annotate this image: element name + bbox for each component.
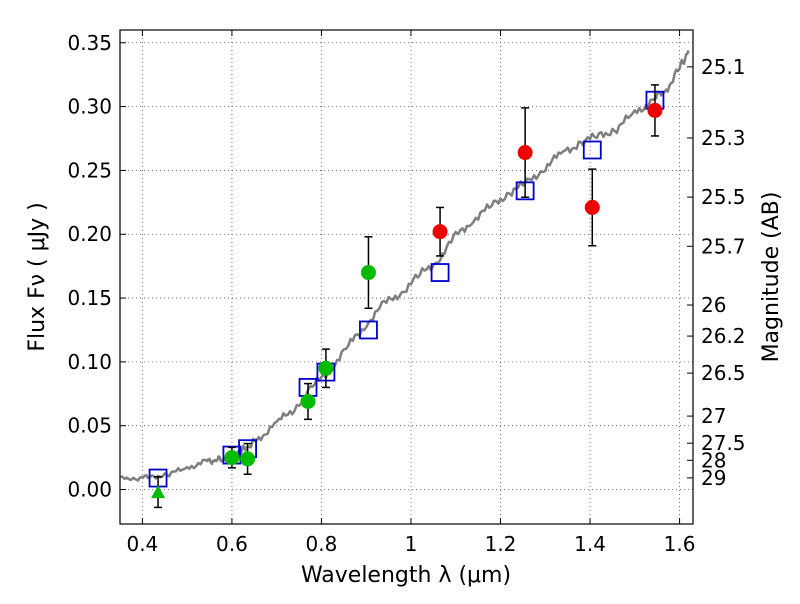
green-upper-limit-triangle [151,485,166,499]
model-spectrum-line [119,49,690,482]
model-spectrum-layer [119,49,690,482]
y-tick-label: 0.05 [67,414,112,438]
green-data-point [300,393,316,409]
green-data-point [318,360,334,376]
y2-tick-label: 25.3 [701,126,746,150]
y-axis-label: Flux Fν ( μJy ) [25,202,50,351]
y2-tick-label: 28 [701,448,726,472]
model-box-marker [430,263,450,282]
y-tick-label: 0.35 [67,31,112,55]
y-tick-label: 0.30 [67,95,112,119]
x-tick-label: 0.4 [126,532,158,556]
green-data-point [224,450,240,466]
red-data-point [432,224,448,240]
y-tick-label: 0.25 [67,158,112,182]
red-data-point [647,102,663,118]
x-tick-label: 0.8 [306,532,338,556]
x-tick-label: 0.6 [216,532,248,556]
red-data-point [517,145,533,161]
red-data-point [584,199,600,215]
y2-tick-label: 25.1 [701,55,746,79]
green-data-point [360,265,376,281]
y2-axis-label: Magnitude (AB) [759,192,784,363]
x-tick-label: 1.2 [485,532,517,556]
y-tick-label: 0.20 [67,222,112,246]
y2-tick-label: 25.5 [701,185,746,209]
model-box-marker [582,140,602,160]
green-data-point [240,451,256,467]
y2-tick-label: 27.5 [701,431,746,455]
y2-tick-label: 26.5 [701,361,746,385]
model-box-marker [359,320,378,340]
y-tick-label: 0.10 [67,350,112,374]
y2-tick-label: 26 [701,293,726,317]
ticks: 0.4 0.6 0.8 1 1.2 1.4 1.6 0.00 0.05 0.10 0.15 0.20 0… [67,30,746,556]
y2-tick-label: 29 [701,466,726,490]
x-tick-label: 1 [405,532,418,556]
x-axis-label: Wavelength λ (μm) [301,563,511,588]
plot-frame [119,29,694,525]
x-tick-label: 1.4 [574,532,606,556]
y2-tick-label: 26.2 [701,324,746,348]
x-tick-label: 1.6 [664,532,696,556]
y2-tick-label: 27 [701,404,726,428]
y-tick-label: 0.15 [67,286,112,310]
data-points-layer [151,84,663,509]
y-tick-label: 0.00 [67,478,112,502]
y2-tick-label: 25.7 [701,234,746,258]
